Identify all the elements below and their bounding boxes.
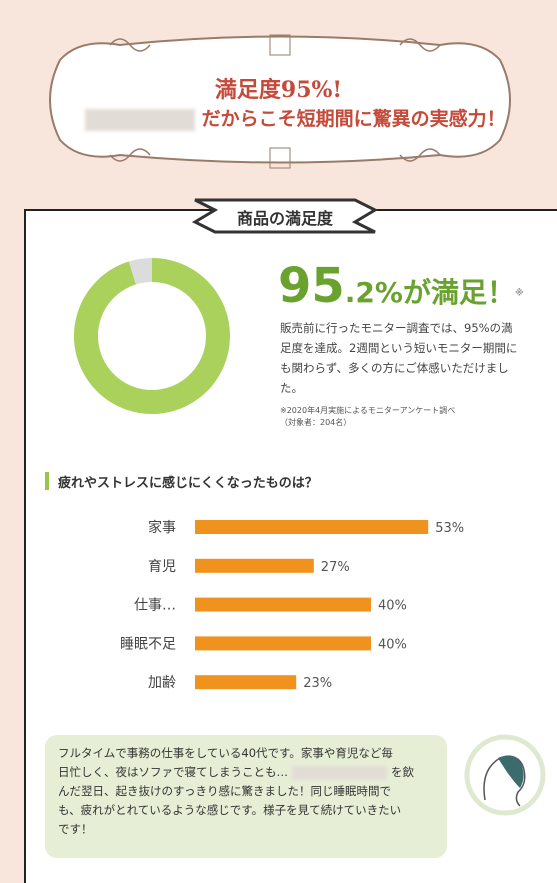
page: 家事 53% 育児 27% 仕事… 40% 睡眠不足 40% 加齢 23% 満足度95%! だから…	[0, 0, 557, 883]
paragraph-line: 足度を達成。2週間という短いモニター期間に	[280, 338, 517, 358]
testimonial: フルタイムで事務の仕事をしている40代です。家事や育児など毎 日忙しく、夜はソフ…	[58, 744, 414, 839]
bar	[195, 675, 296, 689]
t-line: んだ翌日、起き抜けのすっきり感に驚きました！同じ睡眠時間で	[58, 782, 414, 801]
category-label: 睡眠不足	[120, 636, 176, 652]
chart-title: 疲れやストレスに感じにくくなったものは？	[58, 472, 318, 491]
t-line: も、疲れがとれているような感じです。様子を見て続けていきたい	[58, 801, 414, 820]
paragraph: 販売前に行ったモニター調査では、95%の満足度を達成。2週間という短いモニター期…	[280, 318, 517, 398]
blurred	[85, 109, 195, 131]
value-label: 27%	[321, 560, 350, 575]
note: ※2020年4月実施によるモニターアンケート調べ（対象者：204名）	[280, 405, 455, 429]
t-seg: 日忙しく、夜はソファで寝てしまうことも…	[58, 765, 288, 779]
value-label: 23%	[303, 676, 332, 691]
avatar	[467, 737, 543, 813]
category-label: 家事	[148, 519, 176, 536]
blurred	[292, 766, 387, 780]
t-seg: を飲	[391, 765, 414, 779]
title: 満足度95%!	[0, 72, 557, 104]
headline-small: .2%	[345, 276, 403, 309]
bar	[195, 559, 314, 573]
bar	[195, 520, 428, 534]
value-label: 53%	[435, 521, 464, 536]
heading-bar	[45, 472, 49, 490]
value-label: 40%	[378, 599, 407, 614]
bar	[195, 636, 371, 650]
paragraph-line: も関わらず、多くの方にご体感いただけまし	[280, 358, 517, 378]
headline-suffix: が満足！	[403, 276, 515, 309]
headline-mark: ※	[515, 289, 524, 299]
paragraph-line: 販売前に行ったモニター調査では、95%の満	[280, 318, 517, 338]
donut-segment	[132, 270, 152, 273]
value-label: 40%	[378, 637, 407, 652]
category-label: 育児	[148, 559, 176, 575]
ribbon-text: 商品の満足度	[225, 205, 345, 229]
subtitle: だからこそ短期間に驚異の実感力！	[202, 108, 506, 130]
t-line: フルタイムで事務の仕事をしている40代です。家事や育児など毎	[58, 744, 414, 763]
bar	[195, 598, 371, 612]
note-line: （対象者：204名）	[280, 417, 455, 429]
paragraph-line: た。	[280, 378, 517, 398]
t-line: 日忙しく、夜はソファで寝てしまうことも… を飲	[58, 763, 414, 782]
subtitle-row: だからこそ短期間に驚異の実感力！	[85, 104, 506, 131]
headline: 95.2%が満足！※	[278, 258, 524, 314]
headline-big: 95	[278, 258, 345, 314]
category-label: 仕事…	[134, 598, 176, 614]
category-label: 加齢	[148, 675, 176, 691]
t-line: です！	[58, 820, 414, 839]
note-line: ※2020年4月実施によるモニターアンケート調べ	[280, 405, 455, 417]
